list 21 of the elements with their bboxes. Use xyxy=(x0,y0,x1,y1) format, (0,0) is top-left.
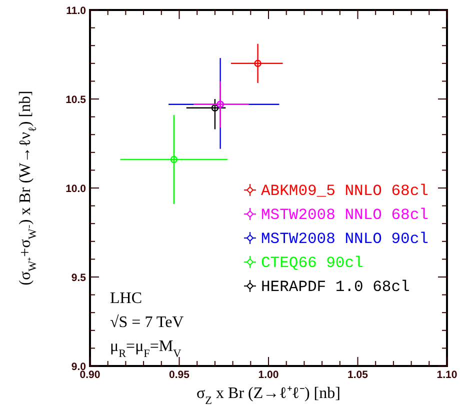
annotation: μ$_{R}$=μ$_{F}$=M$_{V}$ xyxy=(110,338,182,360)
y-tick-label: 10.5 xyxy=(66,94,86,106)
y-tick-label: 10.0 xyxy=(66,183,86,195)
legend-label: HERAPDF 1.0 68cl xyxy=(261,278,410,296)
annotation: √S = 7 TeV xyxy=(110,314,184,331)
legend-label: MSTW2008 NNLO 68cl xyxy=(261,206,428,224)
point xyxy=(254,60,262,67)
x-tick-label: 0.95 xyxy=(169,369,190,381)
x-axis-title: σ$_{Z}$ x Br (Z→ℓ⁺ℓ⁻) [nb] xyxy=(196,385,340,407)
x-tick-label: 1.05 xyxy=(348,369,368,381)
y-tick-label: 11.0 xyxy=(66,5,86,17)
point xyxy=(211,104,219,112)
y-tick-label: 9.5 xyxy=(71,272,86,284)
legend-label: ABKM09_5 NNLO 68cl xyxy=(261,182,428,200)
legend-label: MSTW2008 NNLO 90cl xyxy=(261,230,428,248)
point xyxy=(170,156,178,164)
annotation: LHC xyxy=(110,290,142,307)
legend-label: CTEQ66 90cl xyxy=(261,254,364,272)
x-tick-label: 1.10 xyxy=(436,369,458,381)
x-tick-label: 1.00 xyxy=(258,369,279,381)
x-tick-label: 0.90 xyxy=(80,369,100,381)
